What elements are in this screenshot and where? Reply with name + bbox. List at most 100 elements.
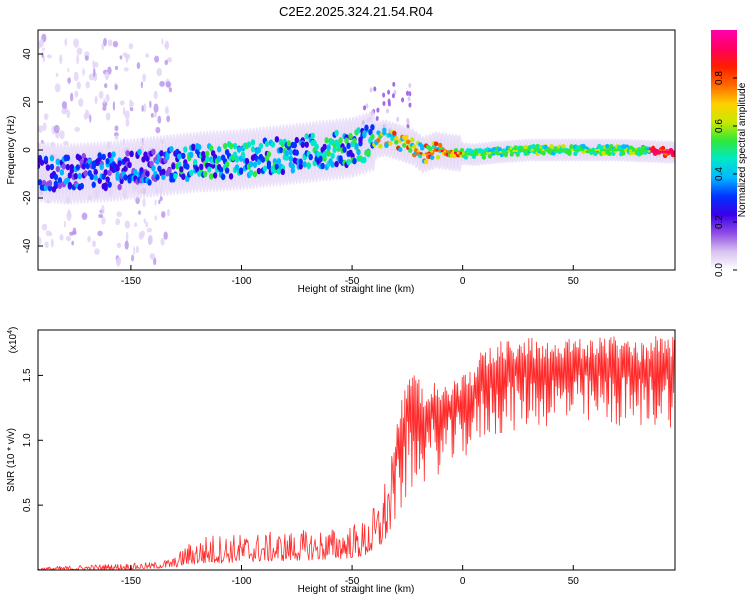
spectrogram-cell — [91, 181, 96, 188]
spectrogram-cell — [567, 151, 572, 156]
spectrogram-cell — [228, 142, 234, 150]
spectrogram-cell — [65, 154, 71, 162]
spectrogram-noise — [123, 67, 129, 72]
spectrogram-noise — [164, 106, 169, 115]
spectrogram-cell — [503, 152, 508, 158]
spectrogram-core — [597, 148, 601, 152]
spectrogram-core — [621, 149, 625, 152]
spectrogram-noise — [76, 81, 81, 90]
spectrogram-noise — [94, 95, 98, 105]
spectrogram-cell — [123, 174, 128, 181]
spectrogram-cell — [370, 124, 375, 131]
spectrogram-cell — [326, 150, 331, 157]
spectrogram-cell — [179, 166, 184, 173]
spectrogram-core — [668, 151, 673, 154]
spectrogram-noise — [382, 92, 386, 98]
spectrogram-cell — [410, 137, 415, 143]
spectrogram-core — [655, 150, 659, 153]
spectrogram-cell — [55, 165, 61, 173]
spectrogram-cell — [67, 181, 73, 189]
spectrogram-cell — [93, 174, 98, 181]
spectrogram-cell — [288, 149, 294, 156]
colorbar-label: Normalized spectral amplitude — [737, 82, 748, 217]
spectrogram-cell — [43, 155, 49, 163]
spectrogram-cell — [236, 146, 242, 153]
spectrogram-noise — [146, 227, 152, 233]
spectrogram-core — [661, 150, 665, 154]
spectrogram-cell — [127, 161, 132, 169]
snr-y-scale: (x104) — [7, 327, 19, 354]
spectrogram-noise — [141, 105, 144, 113]
spectrogram-noise — [143, 218, 146, 224]
spectrogram-core — [427, 151, 431, 154]
spectrogram-noise — [63, 220, 66, 228]
spectrogram-cell — [300, 141, 305, 148]
spectrogram-noise — [78, 98, 84, 107]
spectrogram-core — [477, 152, 482, 156]
spectrogram-noise — [38, 236, 42, 246]
spectrogram-cell — [244, 157, 250, 165]
spectrogram-cell — [402, 142, 407, 148]
spectrogram-noise — [98, 214, 104, 219]
spectrogram-core — [459, 152, 463, 155]
spectrogram-noise — [76, 54, 80, 65]
spectrogram-noise — [166, 57, 173, 63]
spectrogram-noise — [122, 106, 126, 116]
spectrogram-y-tick-label: -20 — [22, 190, 33, 205]
spectrogram-core — [443, 150, 447, 153]
spectrogram-cell — [398, 147, 403, 153]
spectrogram-cell — [408, 148, 413, 153]
spectrogram-noise — [163, 231, 168, 240]
spectrogram-core — [663, 150, 667, 154]
spectrogram-noise — [73, 38, 80, 48]
chart-title: C2E2.2025.324.21.54.R04 — [279, 4, 433, 19]
spectrogram-noise — [128, 43, 134, 50]
spectrogram-cell — [352, 137, 357, 145]
spectrogram-noise — [103, 98, 106, 105]
spectrogram-noise — [70, 92, 74, 102]
spectrogram-cell — [38, 179, 43, 186]
spectrogram-noise — [153, 111, 157, 118]
spectrogram-cell — [298, 158, 303, 165]
spectrogram-y-tick-label: -40 — [22, 238, 33, 253]
spectrogram-core — [671, 151, 675, 154]
spectrogram-noise — [149, 100, 152, 109]
spectrogram-cell — [75, 164, 81, 171]
spectrogram-cell — [220, 173, 226, 180]
spectrogram-noise — [82, 68, 85, 76]
spectrogram-core — [594, 148, 598, 152]
spectrogram-cell — [222, 142, 228, 150]
spectrogram-cell — [326, 144, 331, 151]
spectrogram-cell — [183, 146, 188, 153]
spectrogram-cell — [105, 176, 110, 183]
spectrogram-noise — [94, 248, 100, 255]
spectrogram-cell — [429, 155, 435, 160]
spectrogram-cell — [433, 141, 439, 147]
spectrogram-core — [440, 149, 444, 153]
spectrogram-cell — [151, 148, 156, 156]
spectrogram-cell — [38, 162, 41, 170]
spectrogram-cell — [67, 172, 73, 179]
spectrogram-cell — [370, 133, 375, 141]
spectrogram-core — [435, 148, 439, 152]
snr-x-tick-label: -150 — [121, 576, 141, 587]
spectrogram-cell — [404, 134, 409, 140]
spectrogram-cell — [248, 169, 254, 176]
spectrogram-noise — [107, 39, 113, 47]
spectrogram-cell — [224, 167, 230, 174]
snr-x-label: Height of straight line (km) — [298, 584, 415, 595]
spectrogram-core — [507, 150, 511, 153]
spectrogram-noise — [61, 101, 68, 109]
spectrogram-cell — [324, 137, 329, 144]
spectrogram-core — [584, 148, 588, 152]
spectrogram-cell — [394, 136, 399, 141]
spectrogram-cell — [145, 155, 150, 162]
snr-x-ticks: -150 -100 -50 0 50 — [121, 565, 579, 587]
spectrogram-cell — [280, 168, 286, 176]
colorbar-tick-label: 0.8 — [714, 71, 725, 85]
snr-y-label: SNR (10 * v/v) — [6, 428, 17, 492]
spectrogram-cell — [322, 143, 327, 151]
spectrogram-cell — [292, 142, 297, 149]
spectrogram-noise — [167, 208, 171, 217]
spectrogram-noise — [115, 218, 120, 226]
